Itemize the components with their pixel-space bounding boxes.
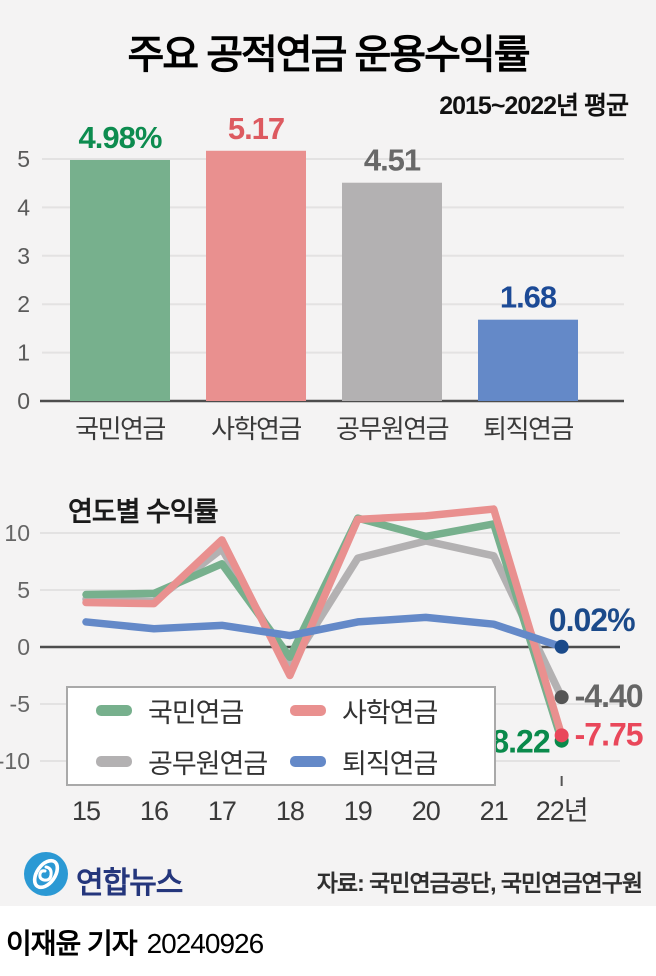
line-x-tick-label: 21 — [480, 796, 508, 826]
bar-value-label: 4.98% — [79, 120, 162, 155]
footer-bar: 연합뉴스 자료: 국민연금공단, 국민연금연구원 — [0, 846, 656, 906]
line-y-tick-label: 0 — [17, 634, 30, 660]
bar-y-tick-label: 0 — [17, 388, 30, 414]
legend-swatch-icon — [96, 756, 132, 767]
line-x-tick-label: 18 — [276, 796, 304, 826]
bar-category-label: 퇴직연금 — [483, 414, 573, 444]
line-x-tick-label: 16 — [140, 796, 168, 826]
yonhap-news-wordmark: 연합뉴스 — [76, 867, 183, 900]
line-x-tick-label: 19 — [344, 796, 372, 826]
line-series — [82, 613, 566, 651]
yonhap-news-logo-icon — [24, 852, 68, 896]
bar — [478, 319, 578, 401]
legend-swatch-icon — [290, 705, 326, 716]
line-x-tick-label: 22년 — [536, 796, 588, 826]
byline: 이재윤 기자 20240926 — [6, 922, 265, 962]
bar-category-label: 사학연금 — [211, 414, 301, 444]
bar — [70, 159, 170, 401]
line-y-tick-label: 10 — [4, 520, 30, 546]
legend-label: 사학연금 — [342, 698, 438, 728]
source-credit: 자료: 국민연금공단, 국민연금연구원 — [316, 870, 643, 896]
bar — [206, 150, 306, 401]
bar-value-label: 4.51 — [364, 143, 421, 178]
line-y-tick-label: -5 — [10, 691, 30, 717]
legend-item: 퇴직연금 — [290, 742, 484, 781]
bar-y-tick-label: 5 — [17, 146, 30, 172]
series-end-dot — [554, 690, 569, 705]
line-x-tick-label: 15 — [72, 796, 100, 826]
infographic-body: 주요 공적연금 운용수익률 2015~2022년 평균 0 1 2 3 4 5 4.98% 국… — [0, 0, 656, 906]
bar — [342, 182, 442, 401]
legend-label: 퇴직연금 — [342, 749, 438, 779]
legend-item: 국민연금 — [96, 691, 290, 730]
page-title: 주요 공적연금 운용수익률 — [127, 33, 530, 77]
bar-y-tick-label: 2 — [17, 291, 30, 317]
series-end-dot — [554, 639, 569, 654]
line-series — [82, 505, 566, 740]
legend-label: 공무원연금 — [148, 749, 268, 779]
line-y-tick-label: 5 — [17, 577, 30, 603]
publish-date: 20240926 — [146, 928, 265, 959]
legend-label: 국민연금 — [148, 698, 244, 728]
reporter-name: 이재윤 기자 — [6, 928, 138, 959]
series-end-label: -7.75 — [575, 716, 643, 752]
line-x-tick-label: 17 — [208, 796, 236, 826]
series-end-dot — [554, 728, 569, 743]
line-y-tick-label: -10 — [0, 748, 30, 774]
legend-swatch-icon — [96, 705, 132, 716]
bar-y-tick-label: 4 — [17, 194, 30, 220]
bar-value-label: 5.17 — [228, 111, 284, 146]
bar-category-label: 공무원연금 — [336, 414, 449, 444]
legend-item: 사학연금 — [290, 691, 484, 730]
bar-category-label: 국민연금 — [75, 414, 165, 444]
line-series — [82, 537, 566, 701]
line-chart-title: 연도별 수익률 — [68, 497, 219, 527]
series-end-label: 0.02% — [549, 602, 635, 638]
bar-value-label: 1.68 — [500, 280, 557, 315]
series-end-label: -4.40 — [575, 678, 643, 714]
chart-subtitle: 2015~2022년 평균 — [439, 92, 629, 120]
bar-y-tick-label: 1 — [17, 340, 30, 366]
legend-item: 공무원연금 — [96, 742, 290, 781]
bar-y-tick-label: 3 — [17, 243, 30, 269]
legend-swatch-icon — [290, 756, 326, 767]
line-x-tick-label: 20 — [412, 796, 440, 826]
average-return-bar-chart: 0 1 2 3 4 5 4.98% 국민연금 5.17 사학연금 4.51 공무원연금 1.68 퇴직연금 — [17, 111, 624, 444]
